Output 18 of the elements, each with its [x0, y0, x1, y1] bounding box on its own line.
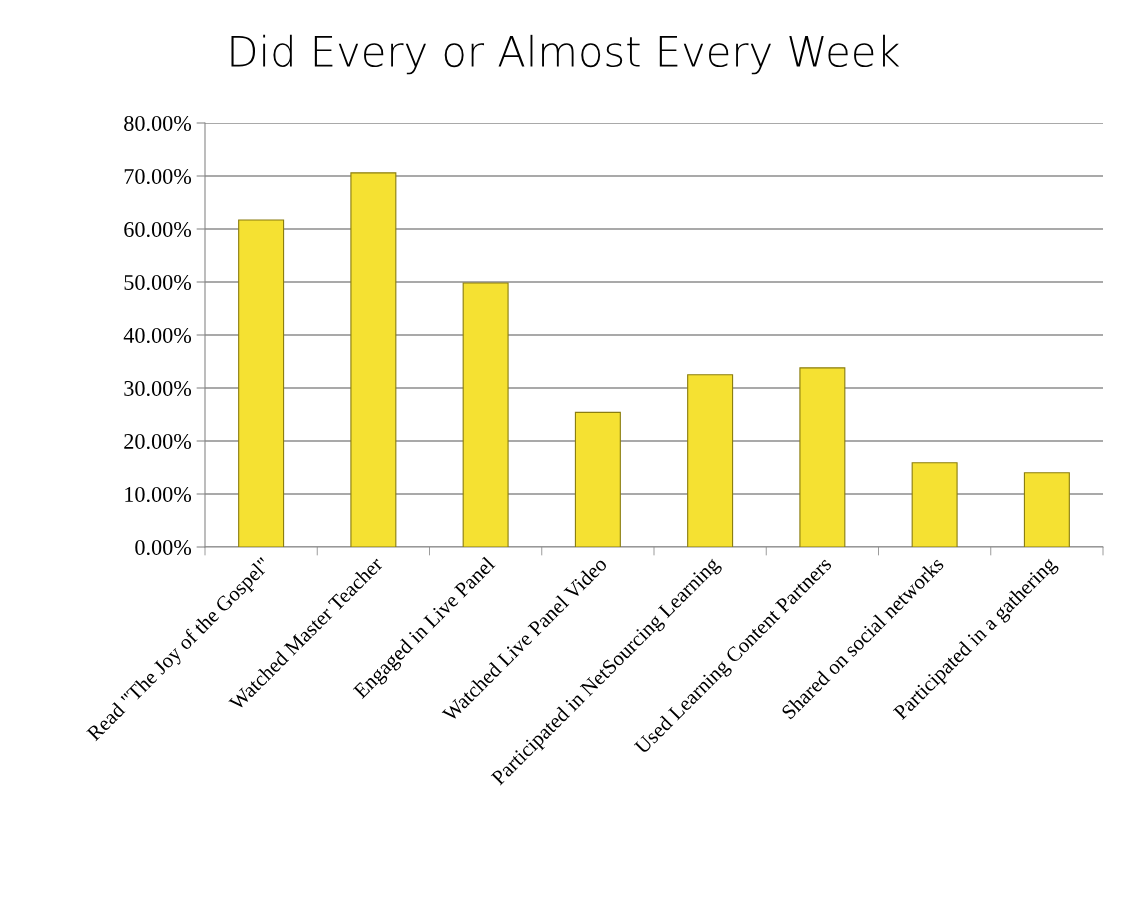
- bar: [1023, 472, 1070, 547]
- bar: [687, 374, 734, 547]
- y-tick-label: 80.00%: [124, 115, 192, 132]
- bar: [462, 282, 509, 547]
- y-tick-label: 30.00%: [124, 380, 192, 397]
- chart-title: Did Every or Almost Every Week: [231, 34, 900, 75]
- bar: [350, 172, 397, 547]
- y-tick-label: 20.00%: [124, 433, 192, 450]
- bar: [238, 219, 285, 547]
- y-tick-label: 60.00%: [124, 221, 192, 238]
- bar: [799, 367, 846, 547]
- y-tick-label: 70.00%: [124, 168, 192, 185]
- y-tick-label: 0.00%: [135, 539, 192, 556]
- y-tick-label: 10.00%: [125, 486, 192, 503]
- bar: [911, 462, 958, 547]
- y-tick-label: 50.00%: [124, 274, 192, 291]
- bar: [574, 411, 621, 547]
- y-tick-label: 40.00%: [123, 327, 192, 344]
